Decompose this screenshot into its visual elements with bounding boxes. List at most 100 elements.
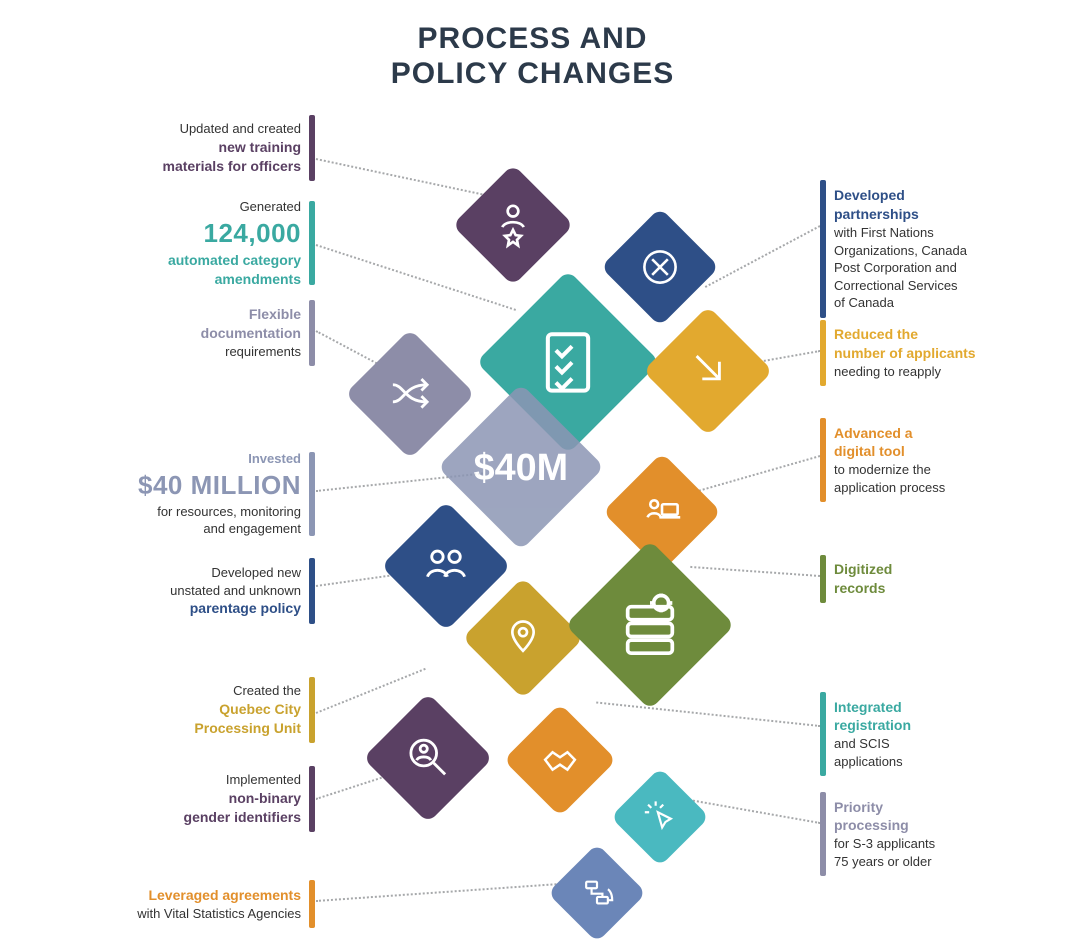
callout-parentage: Developed newunstated and unknownparenta…: [60, 558, 315, 624]
two-people-icon: [417, 537, 474, 594]
diamond-d-handshake: [503, 703, 616, 816]
accent-bar: [309, 558, 315, 624]
callout-text: Developed newunstated and unknownparenta…: [170, 564, 301, 618]
diamond-d-search: [363, 693, 493, 823]
callout-text: Priorityprocessingfor S-3 applicants75 y…: [834, 798, 935, 871]
callout-line: Flexible: [201, 305, 301, 324]
callout-line: new training: [163, 138, 302, 157]
callout-line: for S-3 applicants: [834, 835, 935, 853]
callout-line: non-binary: [184, 789, 301, 808]
connector: [316, 158, 491, 197]
connector: [596, 701, 820, 727]
callout-line: partnerships: [834, 205, 967, 224]
accent-bar: [820, 180, 826, 318]
accent-bar: [309, 115, 315, 181]
callout-line: materials for officers: [163, 157, 302, 176]
callout-integrated: Integratedregistrationand SCISapplicatio…: [820, 692, 1040, 776]
callout-text: Developedpartnershipswith First NationsO…: [834, 186, 967, 312]
accent-bar: [820, 320, 826, 386]
diamond-d-flex: [345, 329, 475, 459]
callout-line: digital tool: [834, 442, 945, 461]
arrow-down-icon: [679, 342, 736, 399]
diamond-d-training: [452, 164, 574, 286]
callout-line: Implemented: [184, 771, 301, 789]
accent-bar: [309, 201, 315, 285]
click-icon: [638, 795, 681, 838]
cross-arrows-icon: [381, 365, 438, 422]
laptop-person-icon: [636, 486, 688, 538]
callout-nonbinary: Implementednon-binarygender identifiers: [60, 766, 315, 832]
callout-line: number of applicants: [834, 344, 976, 363]
callout-text: Flexibledocumentationrequirements: [201, 305, 301, 360]
callout-text: Updated and creatednew trainingmaterials…: [163, 120, 302, 175]
callout-text: Invested$40 MILLIONfor resources, monito…: [138, 450, 301, 538]
callout-124k: Generated124,000automated categoryamendm…: [60, 198, 315, 288]
callout-line: for resources, monitoring: [138, 503, 301, 521]
map-pin-icon: [496, 611, 549, 664]
callout-line: Updated and created: [163, 120, 302, 138]
callout-text: Digitizedrecords: [834, 560, 892, 598]
callout-line: records: [834, 579, 892, 598]
callout-flex: Flexibledocumentationrequirements: [60, 300, 315, 366]
diamond-d-partners: [601, 208, 720, 327]
accent-bar: [309, 300, 315, 366]
callout-text: Advanced adigital toolto modernize theap…: [834, 424, 945, 497]
callout-line: amendments: [168, 270, 301, 289]
callout-line: application process: [834, 479, 945, 497]
title-line-1: PROCESS AND: [0, 22, 1065, 57]
callout-line: applications: [834, 753, 911, 771]
callout-line: unstated and unknown: [170, 582, 301, 600]
callout-line: Generated: [168, 198, 301, 216]
callout-text: Created theQuebec CityProcessing Unit: [194, 682, 301, 737]
callout-digital: Advanced adigital toolto modernize theap…: [820, 418, 1040, 502]
flowchart-icon: [575, 871, 618, 914]
callout-line: Post Corporation and: [834, 259, 967, 277]
title-line-2: POLICY CHANGES: [0, 57, 1065, 92]
diamond-d-flow: [548, 844, 647, 943]
connector: [690, 566, 820, 577]
callout-text: Implementednon-binarygender identifiers: [184, 771, 301, 826]
hands-icon: [634, 241, 686, 293]
accent-bar: [820, 692, 826, 776]
callout-line: Priority: [834, 798, 935, 817]
callout-line: Organizations, Canada: [834, 242, 967, 260]
callout-invest: Invested$40 MILLIONfor resources, monito…: [60, 450, 315, 538]
diamond-d-click: [611, 768, 710, 867]
callout-quebec: Created theQuebec CityProcessing Unit: [60, 677, 315, 743]
accent-bar: [820, 792, 826, 876]
callout-text: Leveraged agreementswith Vital Statistic…: [137, 886, 301, 922]
callout-leveraged: Leveraged agreementswith Vital Statistic…: [60, 880, 315, 928]
callout-line: and SCIS: [834, 735, 911, 753]
callout-line: Created the: [194, 682, 301, 700]
star-person-icon: [486, 198, 539, 251]
accent-bar: [309, 677, 315, 743]
callout-line: Leveraged agreements: [137, 886, 301, 905]
callout-line: Correctional Services: [834, 277, 967, 295]
callout-line: 75 years or older: [834, 853, 935, 871]
callout-line: needing to reapply: [834, 363, 976, 381]
callout-line: Digitized: [834, 560, 892, 579]
money-text-icon: $40M: [474, 446, 568, 489]
callout-line: 124,000: [168, 216, 301, 251]
accent-bar: [309, 880, 315, 928]
accent-bar: [820, 418, 826, 502]
callout-line: with Vital Statistics Agencies: [137, 905, 301, 923]
callout-line: documentation: [201, 324, 301, 343]
handshake-icon: [535, 735, 585, 785]
callout-line: Reduced the: [834, 325, 976, 344]
callout-line: Advanced a: [834, 424, 945, 443]
callout-line: Developed: [834, 186, 967, 205]
callout-line: Processing Unit: [194, 719, 301, 738]
accent-bar: [309, 452, 315, 536]
callout-priority: Priorityprocessingfor S-3 applicants75 y…: [820, 792, 1040, 876]
callout-digitized: Digitizedrecords: [820, 555, 1040, 603]
callout-training: Updated and creatednew trainingmaterials…: [60, 115, 315, 181]
callout-line: gender identifiers: [184, 808, 301, 827]
callout-line: to modernize the: [834, 461, 945, 479]
connector: [695, 455, 821, 493]
callout-line: with First Nations: [834, 224, 967, 242]
callout-line: automated category: [168, 251, 301, 270]
callout-line: requirements: [201, 343, 301, 361]
callout-line: Quebec City: [194, 700, 301, 719]
callout-line: $40 MILLION: [138, 468, 301, 503]
